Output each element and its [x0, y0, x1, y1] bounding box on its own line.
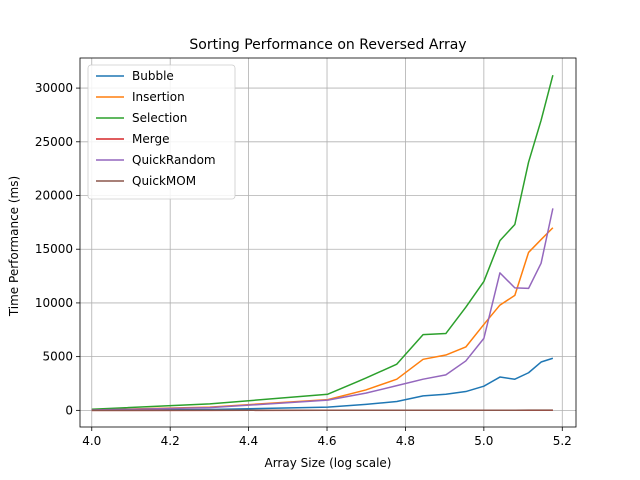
legend-label-quickmom: QuickMOM [132, 174, 196, 188]
series-line-insertion [91, 227, 554, 411]
series-line-bubble [91, 357, 554, 411]
series-line-selection [91, 75, 554, 411]
legend: Bubble Insertion Selection Merge QuickRandom… [87, 64, 236, 200]
series-lines [91, 75, 554, 412]
x-axis-label: Array Size (log scale) [265, 456, 392, 470]
x-tick-label: 4.2 [161, 434, 180, 448]
legend-label-bubble: Bubble [132, 69, 174, 83]
legend-label-selection: Selection [132, 111, 187, 125]
y-tick-label: 15000 [35, 242, 73, 256]
x-tick-label: 4.8 [396, 434, 415, 448]
y-tick-label: 0 [65, 403, 73, 417]
chart-title: Sorting Performance on Reversed Array [189, 37, 466, 53]
y-axis-label: Time Performance (ms) [7, 176, 21, 317]
y-tick-label: 25000 [35, 135, 73, 149]
x-tick-label: 4.0 [82, 434, 101, 448]
legend-label-quickrandom: QuickRandom [132, 153, 216, 167]
plot-frame [79, 57, 577, 428]
y-tick-label: 5000 [42, 350, 73, 364]
legend-box [87, 64, 236, 200]
series-line-quickrandom [91, 208, 554, 411]
x-axis-ticks: 4.0 4.2 4.4 4.6 4.8 5.0 5.2 [82, 427, 572, 448]
x-tick-label: 5.0 [474, 434, 493, 448]
legend-label-merge: Merge [132, 132, 169, 146]
x-tick-label: 5.2 [553, 434, 572, 448]
x-tick-label: 4.6 [317, 434, 336, 448]
y-tick-label: 30000 [35, 81, 73, 95]
y-tick-label: 10000 [35, 296, 73, 310]
x-tick-label: 4.4 [239, 434, 258, 448]
legend-label-insertion: Insertion [132, 90, 185, 104]
y-axis-ticks: 0 5000 10000 15000 20000 25000 30000 [35, 81, 80, 417]
y-tick-label: 20000 [35, 189, 73, 203]
